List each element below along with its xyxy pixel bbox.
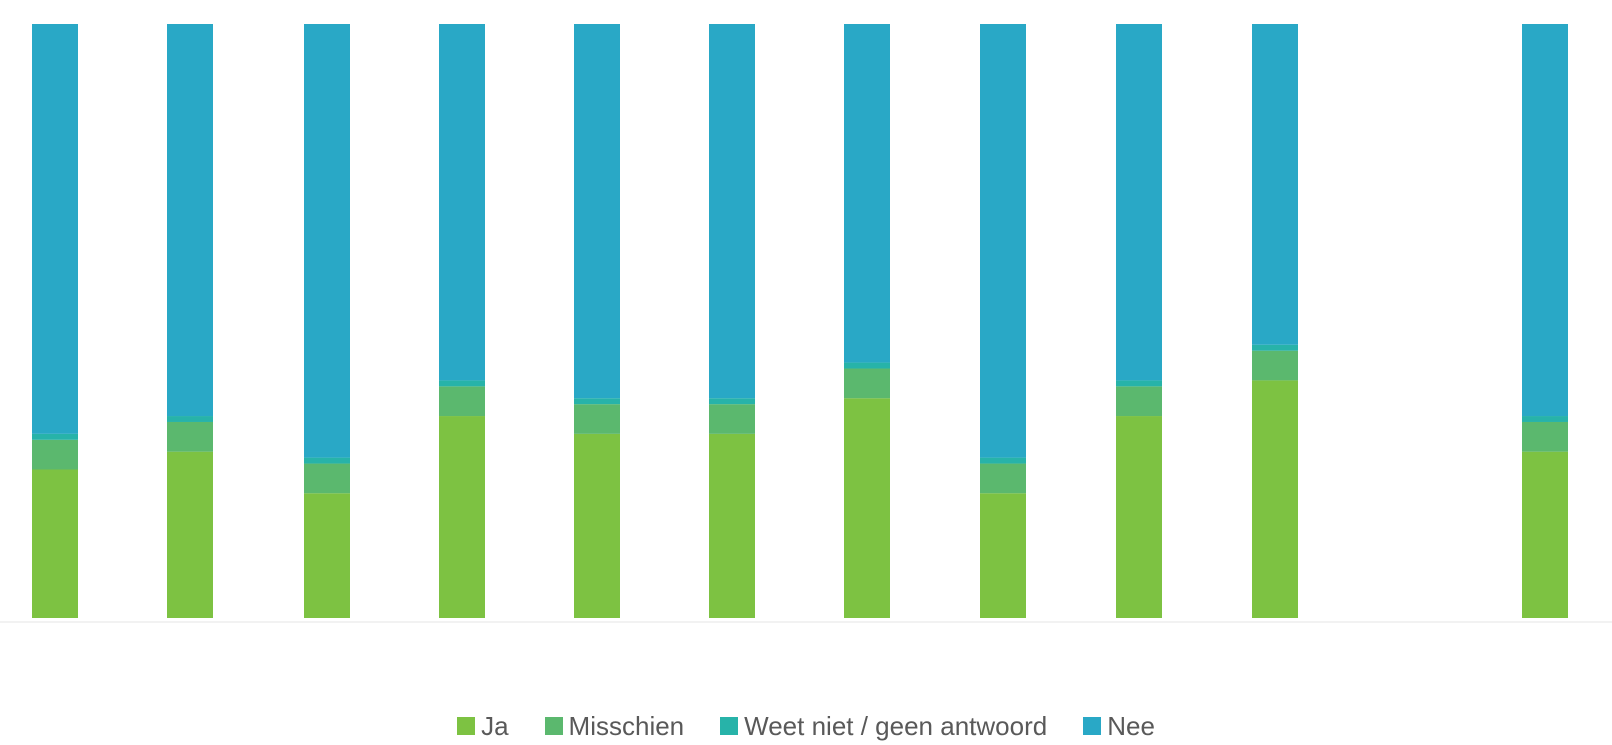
legend-swatch-weet-niet: [720, 717, 739, 735]
bar-segment-7-series-2: [844, 368, 890, 399]
bar-segment-11-series-1: [1522, 451, 1568, 618]
bar-segment-3-series-2: [304, 463, 350, 494]
bar-segment-5-series-2: [574, 404, 620, 434]
bar-segment-2-series-4: [167, 24, 213, 417]
bar-segment-7-series-3: [844, 362, 890, 369]
legend-label-misschien: Misschien: [568, 710, 685, 741]
bar-segment-8-series-1: [980, 493, 1026, 618]
bar-segment-5-series-4: [574, 24, 620, 399]
legend: Ja Misschien Weet niet / geen antwoord N…: [0, 711, 1612, 741]
bar-segment-6-series-3: [709, 398, 755, 405]
bar-segment-10-series-1: [1252, 380, 1298, 618]
bar-segment-11-series-3: [1522, 416, 1568, 422]
legend-label-nee: Nee: [1107, 710, 1155, 741]
bar-segment-1-series-3: [32, 433, 78, 440]
bar-segment-9-series-4: [1116, 24, 1162, 381]
bar-segment-8-series-2: [980, 463, 1026, 494]
bar-segment-9-series-2: [1116, 386, 1162, 417]
bar-segment-4-series-1: [439, 416, 485, 618]
legend-swatch-nee: [1083, 717, 1102, 735]
bar-segment-5-series-3: [574, 398, 620, 405]
legend-item-weet-niet[interactable]: Weet niet / geen antwoord: [720, 711, 1047, 742]
bar-segment-9-series-1: [1116, 416, 1162, 618]
legend-item-ja[interactable]: Ja: [457, 710, 509, 742]
legend-label-ja: Ja: [481, 710, 509, 741]
bar-segment-1-series-1: [32, 469, 78, 618]
bars-group: [32, 24, 1568, 618]
bar-segment-10-series-2: [1252, 350, 1298, 381]
bar-segment-7-series-1: [844, 398, 890, 618]
bar-segment-8-series-3: [980, 457, 1026, 464]
bar-segment-10-series-4: [1252, 24, 1298, 345]
bar-segment-4-series-2: [439, 386, 485, 417]
bar-segment-1-series-4: [32, 24, 78, 434]
legend-swatch-misschien: [544, 717, 563, 735]
bar-segment-3-series-3: [304, 457, 350, 464]
stacked-bar-chart: [0, 24, 1612, 623]
bar-segment-2-series-3: [167, 416, 213, 422]
bar-segment-6-series-4: [709, 24, 755, 399]
bar-segment-6-series-1: [709, 433, 755, 618]
bar-segment-4-series-4: [439, 24, 485, 381]
bar-segment-3-series-4: [304, 24, 350, 458]
bar-segment-2-series-2: [167, 421, 213, 452]
bar-segment-5-series-1: [574, 433, 620, 618]
legend-label-weet-niet: Weet niet / geen antwoord: [744, 710, 1048, 741]
bar-segment-11-series-4: [1522, 24, 1568, 417]
legend-item-nee[interactable]: Nee: [1083, 711, 1155, 742]
bar-segment-6-series-2: [709, 404, 755, 434]
bar-segment-3-series-1: [304, 493, 350, 618]
legend-item-misschien[interactable]: Misschien: [544, 710, 685, 742]
bar-segment-8-series-4: [980, 24, 1026, 458]
bar-segment-11-series-2: [1522, 421, 1568, 452]
bar-segment-9-series-3: [1116, 380, 1162, 387]
bar-segment-2-series-1: [167, 451, 213, 618]
bar-segment-1-series-2: [32, 439, 78, 470]
bar-segment-4-series-3: [439, 380, 485, 387]
bar-segment-7-series-4: [844, 24, 890, 363]
bar-segment-10-series-3: [1252, 344, 1298, 351]
legend-swatch-ja: [457, 717, 476, 735]
